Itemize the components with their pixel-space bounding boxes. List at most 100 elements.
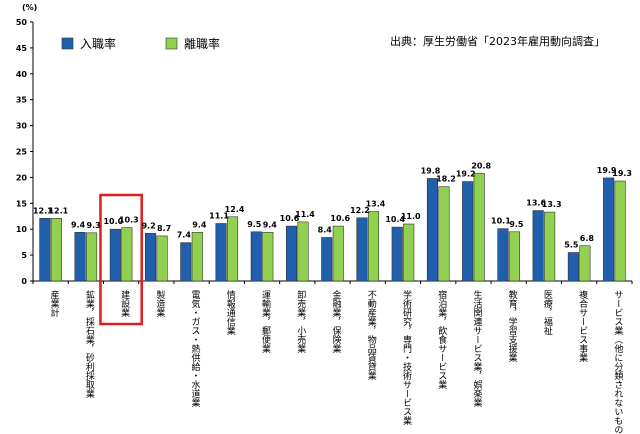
category-label: 産業計: [49, 289, 60, 318]
chart-source: 出典：厚生労働省「2023年雇用動向調査」: [390, 35, 605, 48]
y-tick-label: 15: [16, 199, 28, 208]
legend-swatch-hiring: [61, 37, 74, 50]
data-label-hiring: 10.4: [385, 215, 405, 224]
data-label-hiring: 19.9: [597, 166, 617, 175]
data-label-hiring: 9.2: [141, 221, 155, 230]
bar-hiring-rate: [391, 226, 403, 282]
bar-separation-rate: [191, 232, 203, 282]
y-tick-label: 30: [16, 122, 28, 131]
data-label-separation: 11.4: [295, 210, 315, 219]
data-label-hiring: 12.2: [350, 206, 370, 215]
bar-separation-rate: [86, 232, 98, 282]
category-label: サービス業（他に分類されないもの）: [612, 290, 623, 434]
bar-hiring-rate: [356, 217, 368, 282]
data-label-hiring: 9.4: [71, 220, 86, 229]
category-label: 不動産業，物品賃貸業: [366, 290, 377, 381]
y-tick-label: 10: [16, 225, 28, 234]
data-label-hiring: 7.4: [177, 231, 192, 240]
y-tick-label: 45: [16, 44, 28, 53]
data-label-hiring: 10.6: [280, 214, 300, 223]
data-label-separation: 13.4: [366, 200, 386, 209]
category-label: 建設業: [119, 289, 129, 318]
data-label-separation: 19.3: [612, 169, 632, 178]
y-tick-label: 25: [16, 148, 28, 157]
bar-separation-rate: [544, 211, 556, 282]
bar-separation-rate: [367, 211, 380, 282]
bar-separation-rate: [403, 223, 415, 282]
bar-hiring-rate: [532, 210, 544, 282]
category-label: 宿泊業，飲食サービス業: [436, 289, 447, 390]
y-tick-label: 20: [16, 173, 28, 182]
data-label-hiring: 8.4: [318, 225, 333, 234]
data-label-hiring: 10.0: [103, 217, 123, 226]
data-label-separation: 9.5: [509, 220, 524, 229]
bar-separation-rate: [332, 225, 344, 282]
bar-separation-rate: [438, 186, 450, 282]
bar-separation-rate: [50, 218, 62, 282]
bar-hiring-rate: [39, 218, 51, 282]
category-label: 運輸業，郵便業: [260, 290, 271, 354]
bar-separation-rate: [226, 216, 239, 282]
data-label-hiring: 9.5: [247, 220, 262, 229]
data-label-separation: 13.3: [542, 200, 562, 209]
bar-hiring-rate: [462, 181, 474, 282]
y-tick-label: 35: [16, 96, 28, 105]
bar-hiring-rate: [250, 231, 262, 282]
bar-separation-rate: [121, 227, 133, 282]
data-label-hiring: 13.6: [526, 199, 546, 208]
highlight-box: [99, 193, 143, 326]
bar-hiring-rate: [497, 228, 509, 282]
category-label: 金融業，保険業: [331, 289, 342, 354]
bar-hiring-rate: [215, 223, 227, 282]
data-label-hiring: 12.1: [33, 206, 53, 215]
bar-hiring-rate: [285, 225, 298, 282]
bar-hiring-rate: [145, 233, 157, 282]
data-label-separation: 8.7: [157, 224, 171, 233]
bar-hiring-rate: [109, 228, 121, 282]
bar-hiring-rate: [74, 232, 86, 282]
category-label: 卸売業，小売業: [295, 289, 306, 354]
category-label: 製造業: [154, 289, 165, 318]
category-label: 電気・ガス・熱供給・水道業: [190, 290, 201, 408]
data-label-separation: 9.4: [263, 220, 278, 229]
bar-hiring-rate: [426, 178, 439, 282]
category-label: 生活関連サービス業，娯楽業: [471, 289, 482, 408]
bar-separation-rate: [473, 172, 485, 282]
y-tick-label: 5: [21, 251, 27, 260]
data-label-hiring: 10.1: [491, 217, 511, 226]
category-label: 教育，学習支援業: [507, 289, 518, 363]
data-label-hiring: 19.8: [421, 166, 441, 175]
data-label-separation: 11.0: [401, 212, 421, 221]
bar-hiring-rate: [567, 252, 579, 282]
category-label: 学術研究，専門・技術サービス業: [401, 289, 412, 426]
bar-hiring-rate: [180, 242, 192, 282]
data-label-separation: 9.3: [87, 221, 101, 230]
data-label-separation: 10.6: [330, 214, 350, 223]
data-label-separation: 10.3: [119, 216, 139, 225]
y-tick-label: 40: [16, 70, 28, 79]
data-label-hiring: 11.1: [209, 212, 229, 221]
category-label: 鉱業，採石業，砂利採取業: [84, 289, 95, 399]
bar-separation-rate: [508, 231, 520, 282]
bar-hiring-rate: [321, 237, 333, 282]
data-label-separation: 12.4: [225, 205, 245, 214]
legend: 入職率 離職率: [61, 36, 220, 51]
data-label-separation: 6.8: [580, 234, 595, 243]
category-label: 複合サービス事業: [577, 289, 588, 363]
y-tick-label: 50: [16, 18, 28, 27]
bar-separation-rate: [579, 245, 591, 282]
bar-hiring-rate: [603, 177, 615, 282]
y-axis-unit: (%): [22, 3, 38, 12]
bar-separation-rate: [614, 180, 626, 282]
y-tick-label: 0: [21, 277, 27, 286]
bar-separation-rate: [156, 235, 168, 282]
data-label-hiring: 5.5: [564, 241, 579, 250]
legend-label-hiring: 入職率: [80, 36, 116, 51]
bar-separation-rate: [297, 221, 309, 282]
data-label-separation: 20.8: [471, 161, 491, 170]
data-label-separation: 9.4: [192, 220, 207, 229]
legend-label-separation: 離職率: [184, 36, 220, 51]
category-label: 医療，福祉: [542, 290, 553, 336]
